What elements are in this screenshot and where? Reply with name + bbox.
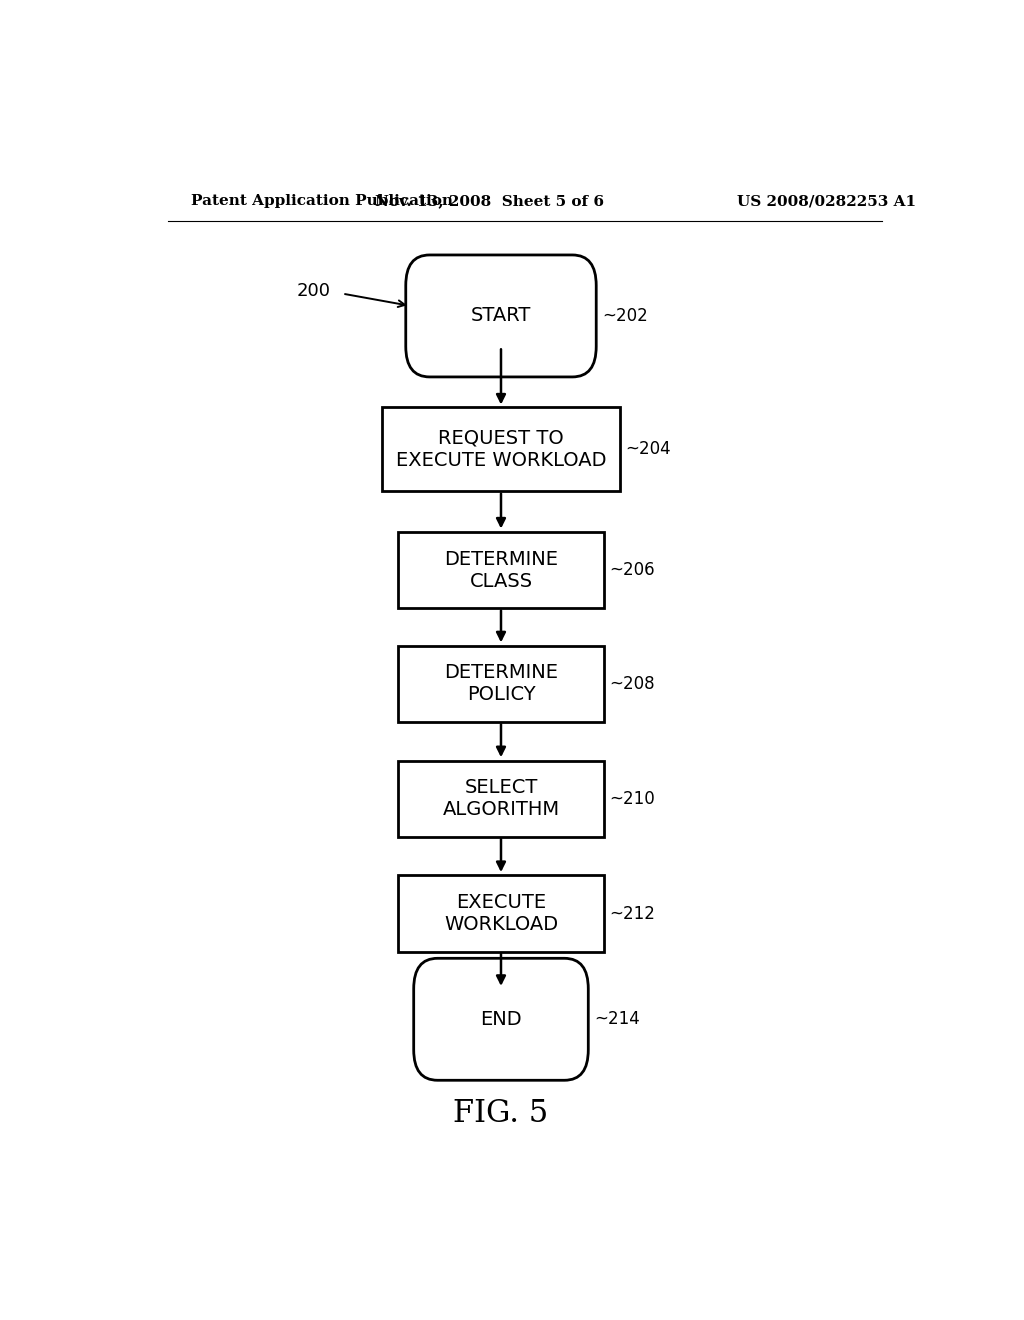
Text: ~212: ~212 [609, 904, 655, 923]
Text: START: START [471, 306, 531, 326]
Text: ~214: ~214 [594, 1010, 640, 1028]
Bar [397, 760, 604, 837]
Text: Nov. 13, 2008  Sheet 5 of 6: Nov. 13, 2008 Sheet 5 of 6 [375, 194, 603, 209]
Text: EXECUTE
WORKLOAD: EXECUTE WORKLOAD [444, 894, 558, 935]
Bar [397, 645, 604, 722]
Text: DETERMINE
POLICY: DETERMINE POLICY [444, 664, 558, 705]
FancyBboxPatch shape [414, 958, 588, 1080]
Bar [397, 875, 604, 952]
Text: Patent Application Publication: Patent Application Publication [191, 194, 454, 209]
Bar [397, 532, 604, 609]
Text: ~206: ~206 [609, 561, 655, 579]
Text: US 2008/0282253 A1: US 2008/0282253 A1 [737, 194, 915, 209]
Text: END: END [480, 1010, 522, 1028]
Bar [382, 408, 620, 491]
Text: 200: 200 [296, 281, 331, 300]
Text: ~208: ~208 [609, 675, 655, 693]
FancyBboxPatch shape [406, 255, 596, 378]
Text: REQUEST TO
EXECUTE WORKLOAD: REQUEST TO EXECUTE WORKLOAD [395, 429, 606, 470]
Text: ~210: ~210 [609, 789, 655, 808]
Text: DETERMINE
CLASS: DETERMINE CLASS [444, 549, 558, 590]
Text: SELECT
ALGORITHM: SELECT ALGORITHM [442, 779, 559, 820]
Text: FIG. 5: FIG. 5 [454, 1098, 549, 1130]
Text: ~204: ~204 [626, 440, 671, 458]
Text: ~202: ~202 [602, 308, 647, 325]
